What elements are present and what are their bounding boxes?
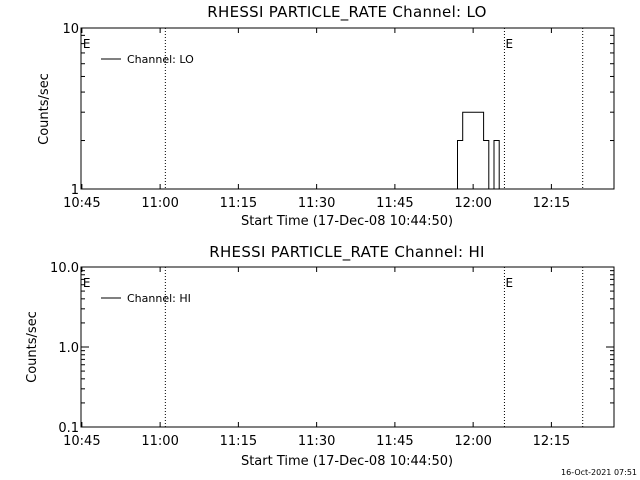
x-tick-label: 11:30	[298, 196, 335, 211]
y-tick-label: 1	[71, 183, 79, 198]
x-tick-label: 12:15	[533, 196, 570, 211]
y-axis: 1 10	[62, 22, 614, 198]
x-tick-label: 10:45	[63, 196, 100, 211]
event-label: E	[505, 37, 513, 51]
x-axis: 10:45 11:00 11:15 11:30 11:45 12:00 12:15	[63, 267, 570, 449]
legend-entry: Channel: LO	[127, 53, 194, 66]
y-tick-label: 10	[62, 22, 79, 37]
y-tick-label: 1.0	[58, 341, 79, 356]
x-axis-label: Start Time (17-Dec-08 10:44:50)	[241, 214, 453, 229]
x-tick-label: 10:45	[63, 434, 100, 449]
chart-title: RHESSI PARTICLE_RATE Channel: HI	[209, 243, 485, 262]
series-line	[457, 111, 510, 190]
event-label: E	[83, 276, 91, 290]
event-label: E	[83, 37, 91, 51]
chart-panel-lo: RHESSI PARTICLE_RATE Channel: LO 10:45 11…	[37, 3, 615, 229]
x-tick-label: 11:15	[220, 196, 257, 211]
chart-title: RHESSI PARTICLE_RATE Channel: LO	[207, 3, 486, 22]
x-tick-label: 11:45	[376, 434, 413, 449]
generation-timestamp: 16-Oct-2021 07:51	[561, 468, 637, 477]
y-axis-label: Counts/sec	[37, 73, 52, 145]
y-tick-label: 0.1	[58, 421, 79, 436]
plot-frame	[80, 266, 615, 428]
x-tick-label: 11:00	[141, 196, 178, 211]
legend-entry: Channel: HI	[127, 292, 191, 305]
x-tick-label: 11:15	[220, 434, 257, 449]
y-tick-label: 10.0	[50, 261, 79, 276]
data-series	[457, 111, 510, 190]
x-tick-label: 12:00	[454, 196, 491, 211]
legend: Channel: LO	[101, 53, 194, 66]
x-axis-label: Start Time (17-Dec-08 10:44:50)	[241, 454, 453, 469]
chart-panel-hi: RHESSI PARTICLE_RATE Channel: HI 10:45 11…	[25, 243, 615, 469]
y-axis-label: Counts/sec	[25, 311, 40, 383]
x-tick-label: 12:15	[533, 434, 570, 449]
x-axis: 10:45 11:00 11:15 11:30 11:45 12:00 12:15	[63, 28, 570, 211]
event-label: E	[505, 276, 513, 290]
x-tick-label: 11:00	[141, 434, 178, 449]
legend: Channel: HI	[101, 292, 191, 305]
plot-frame	[80, 27, 615, 190]
x-tick-label: 12:00	[454, 434, 491, 449]
y-axis: 0.1 1.0 10.0	[50, 261, 614, 436]
x-tick-label: 11:45	[376, 196, 413, 211]
x-tick-label: 11:30	[298, 434, 335, 449]
